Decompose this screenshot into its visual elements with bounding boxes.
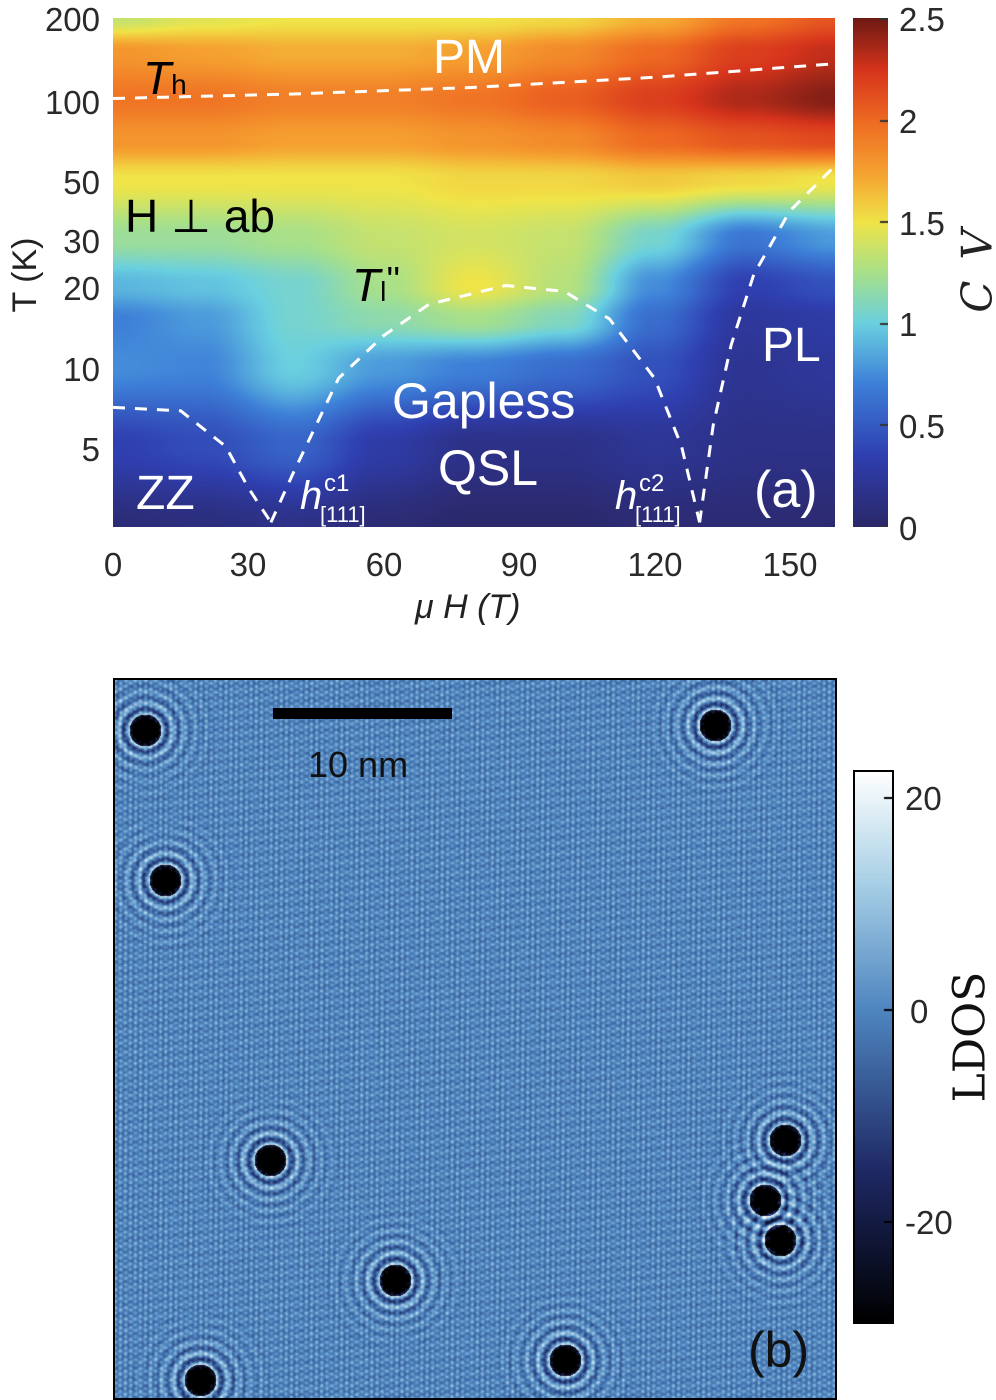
y-tick: 5	[81, 431, 100, 468]
colorbar-tick: 2	[899, 103, 918, 140]
stm-ldos-image	[113, 678, 837, 1400]
label-pm: PM	[433, 31, 505, 84]
x-tick: 0	[103, 546, 123, 583]
label-field-direction: H ⊥ ab	[125, 190, 276, 242]
phase-boundary-tl	[269, 284, 702, 524]
y-axis-label: T (K)	[6, 237, 44, 313]
colorbar-label-cv: C_V	[952, 229, 996, 313]
colorbar-tick: 0.5	[899, 408, 945, 445]
y-tick: 30	[63, 223, 100, 260]
label-pl: PL	[762, 319, 821, 372]
y-tick: 200	[44, 1, 100, 38]
x-tick: 150	[762, 546, 818, 583]
colorbar-cv	[853, 18, 888, 527]
label-hc1: h c1 [111]	[300, 470, 366, 527]
colorbar-tick: 0	[910, 993, 929, 1030]
y-tick: 50	[63, 164, 100, 201]
label-hc2: h c2 [111]	[615, 470, 681, 527]
phase-boundary-pl	[698, 164, 837, 523]
y-tick: 100	[44, 84, 100, 121]
scale-bar-label: 10 nm	[308, 744, 409, 785]
label-zz: ZZ	[136, 467, 195, 520]
x-tick: 90	[500, 546, 538, 583]
scale-bar	[273, 708, 452, 719]
label-th: Th	[143, 52, 187, 104]
panel-label-a: (a)	[754, 461, 818, 519]
heatmap	[113, 18, 835, 527]
colorbar-tick: 1.5	[899, 205, 945, 242]
x-tick: 120	[627, 546, 683, 583]
label-tl: Tl''	[352, 259, 401, 311]
x-tick: 60	[365, 546, 403, 583]
label-qsl: QSL	[438, 440, 539, 496]
label-gapless: Gapless	[392, 373, 576, 429]
colorbar-tick: -20	[905, 1204, 953, 1241]
x-axis-label: μ H (T)	[415, 588, 521, 626]
phase-boundaries	[112, 62, 837, 524]
y-tick: 20	[63, 270, 100, 307]
colorbar-tick: 1	[899, 306, 918, 343]
phase-boundary-th	[112, 62, 836, 100]
x-tick: 30	[229, 546, 267, 583]
colorbar-tick: 20	[905, 780, 942, 817]
colorbar-tick: 0	[899, 510, 918, 547]
y-tick: 10	[63, 351, 100, 388]
panel-label-b: (b)	[748, 1322, 810, 1378]
colorbar-ldos	[853, 770, 894, 1324]
colorbar-tick: 2.5	[899, 1, 945, 38]
colorbar-label-ldos: LDOS	[944, 971, 996, 1103]
phase-boundary-zz	[112, 405, 273, 524]
